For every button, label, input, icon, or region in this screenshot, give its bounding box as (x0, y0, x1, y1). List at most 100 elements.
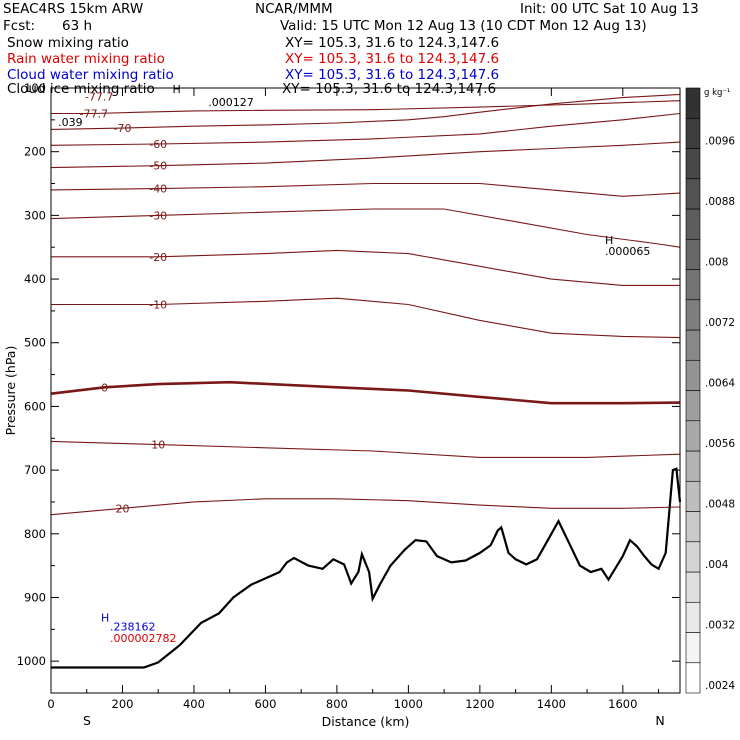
colorbar-label-4: .0064 (705, 378, 735, 390)
colorbar-label-6: .0048 (705, 499, 735, 511)
valid-time: Valid: 15 UTC Mon 12 Aug 13 (10 CDT Mon … (280, 18, 647, 34)
x-tick-label-8: 1600 (608, 697, 637, 711)
colorbar-cell-15 (685, 208, 701, 240)
terrain-fill (51, 468, 680, 693)
end-label-north: N (655, 713, 664, 728)
plot-frame (50, 87, 681, 694)
x-tick-label-3: 600 (254, 697, 276, 711)
y-tick-label-0: 200 (24, 145, 46, 159)
colorbar-cell-0 (685, 662, 701, 694)
isotherm-label-4: -40 (149, 183, 167, 196)
field-cloudwater-name: Cloud water mixing ratio (7, 67, 174, 83)
isotherm-label-8: 0 (101, 381, 108, 394)
colorbar-label-7: .004 (705, 559, 729, 571)
field-rain-xy: XY= 105.3, 31.6 to 124.3,147.6 (285, 51, 500, 67)
colorbar-cell-2 (685, 601, 701, 633)
x-tick-label-1: 200 (112, 697, 134, 711)
x-axis-title: Distance (km) (322, 714, 410, 729)
x-tick-label-0: 0 (47, 697, 54, 711)
isotherm-9 (50, 440, 681, 458)
colorbar-cell-10 (685, 359, 701, 391)
y-tick-label-8: 1000 (17, 654, 46, 668)
colorbar-label-3: .0072 (705, 317, 735, 329)
isotherm-label-6: -20 (149, 251, 167, 264)
y-tick-label-4: 600 (24, 399, 46, 413)
isotherm-8 (50, 380, 681, 405)
x-tick-label-2: 400 (183, 697, 205, 711)
colorbar-cell-17 (685, 148, 701, 180)
colorbar-label-0: .0096 (705, 136, 735, 148)
annotation-3: .039 (58, 116, 83, 129)
isotherm-label-10: 20 (115, 502, 129, 515)
colorbar-cell-5 (685, 511, 701, 543)
isotherm-label-3: -50 (149, 160, 167, 173)
field-snow-xy: XY= 105.3, 31.6 to 124.3,147.6 (285, 35, 500, 51)
y-tick-label-5: 700 (24, 463, 46, 477)
isotherm-label-5: -30 (149, 209, 167, 222)
isotherm-1 (50, 93, 681, 130)
annotation-6: H (101, 612, 109, 625)
annotation-5: .000065 (605, 245, 651, 258)
annotation-7: .238162 (110, 621, 156, 634)
colorbar-cell-12 (685, 299, 701, 331)
annotation-8: .000002782 (110, 632, 176, 645)
isotherm-label-9: 10 (151, 439, 165, 452)
annotation-2: H (173, 83, 181, 96)
colorbar-label-5: .0056 (705, 438, 735, 450)
isotherm-label-1: -70 (113, 122, 131, 135)
field-snow-name: Snow mixing ratio (7, 35, 129, 51)
annotation-4: H (605, 234, 613, 247)
colorbar-cell-16 (685, 178, 701, 210)
field-cloudice-name: Cloud ice mixing ratio (7, 81, 155, 97)
colorbar-cell-3 (685, 571, 701, 603)
isotherm-5 (50, 208, 681, 248)
y-tick-label-2: 400 (24, 272, 46, 286)
colorbar-cell-9 (685, 390, 701, 422)
init-time: Init: 00 UTC Sat 10 Aug 13 (520, 1, 699, 17)
colorbar-cell-19 (685, 87, 701, 119)
colorbar-cell-1 (685, 632, 701, 664)
isotherm-10 (50, 498, 681, 516)
x-tick-label-4: 800 (326, 697, 348, 711)
model-title: SEAC4RS 15km ARW (3, 1, 144, 17)
isotherm-7 (51, 297, 681, 339)
isotherm-6 (51, 249, 680, 286)
y-axis-title: Pressure (hPa) (3, 346, 18, 436)
isotherm-0 (51, 100, 681, 115)
colorbar-cell-6 (685, 480, 701, 512)
colorbar-cell-13 (685, 269, 701, 301)
colorbar-cell-18 (685, 117, 701, 149)
field-cloudwater-xy: XY= 105.3, 31.6 to 124.3,147.6 (285, 67, 500, 83)
x-tick-label-6: 1200 (465, 697, 494, 711)
isotherm-label-0: -77.7 (80, 107, 108, 120)
isotherm-2 (50, 112, 681, 146)
fcst-label: Fcst: (3, 18, 36, 34)
colorbar-cell-14 (685, 238, 701, 270)
y-tick-label-6: 800 (24, 527, 46, 541)
isotherm-label-2: -60 (149, 138, 167, 151)
y-tick-label-1: 300 (24, 208, 46, 222)
colorbar-cell-11 (685, 329, 701, 361)
fcst-value: 63 h (62, 18, 93, 34)
terrain-line (51, 467, 682, 669)
x-tick-label-5: 1000 (394, 697, 423, 711)
y-tick-label-3: 500 (24, 336, 46, 350)
colorbar-unit: g kg⁻¹ (704, 88, 730, 98)
isotherm-3 (50, 141, 681, 169)
colorbar-cell-7 (685, 450, 701, 482)
colorbar-label-9: .0024 (705, 680, 735, 692)
colorbar-label-2: .008 (705, 257, 728, 269)
center-title: NCAR/MMM (255, 1, 333, 17)
annotation-1: .000127 (208, 96, 254, 109)
y-tick-label-7: 900 (24, 590, 46, 604)
isotherm-4 (50, 182, 681, 197)
field-cloudice-xy: XY= 105.3, 31.6 to 124.3,147.6 (282, 81, 497, 97)
end-label-south: S (83, 713, 91, 728)
x-tick-label-7: 1400 (537, 697, 566, 711)
colorbar-cell-8 (685, 420, 701, 452)
colorbar-label-1: .0088 (705, 196, 735, 208)
colorbar-cell-4 (685, 541, 701, 573)
field-rain-name: Rain water mixing ratio (7, 51, 165, 67)
colorbar-label-8: .0032 (705, 620, 735, 632)
